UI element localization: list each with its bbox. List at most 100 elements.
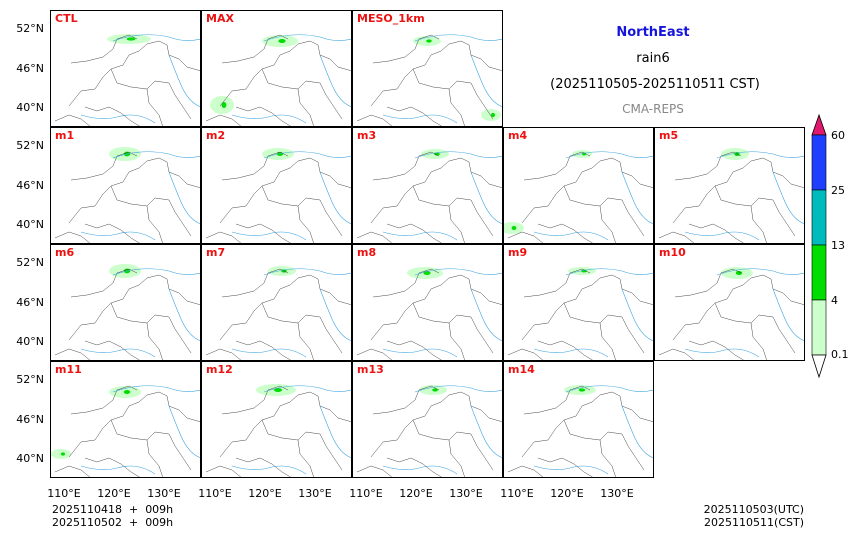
province-border (110, 68, 192, 120)
province-border (84, 340, 140, 360)
river-line (533, 465, 609, 475)
map-panel-m5: m5 (654, 127, 805, 244)
rain-area-moderate (61, 452, 65, 456)
province-border (674, 151, 742, 181)
province-border (507, 348, 544, 360)
province-border (563, 302, 645, 354)
map-panel-m11: m11 (50, 361, 201, 478)
map-panel-m4: m4 (503, 127, 654, 244)
river-line (319, 288, 351, 341)
province-border (448, 439, 465, 477)
province-border (386, 340, 442, 360)
rain-area-moderate (278, 39, 286, 43)
lon-tick-130: 130°E (298, 487, 332, 500)
province-border (523, 268, 591, 298)
region-title: NorthEast (616, 25, 690, 40)
river-line (319, 54, 351, 107)
panel-label: m6 (55, 246, 75, 259)
valid-time-footer: 2025110503(UTC) 2025110511(CST) (692, 503, 804, 529)
province-border (146, 88, 163, 126)
river-line (263, 385, 351, 393)
colorbar-label-0.1: 0.1 (831, 348, 849, 361)
province-border (54, 465, 91, 477)
river-line (533, 231, 609, 241)
lon-tick-110: 110°E (198, 487, 232, 500)
map-canvas (356, 34, 502, 126)
river-line (263, 34, 351, 42)
river-line (231, 465, 307, 475)
map-canvas (54, 147, 200, 243)
panel-label: MESO_1km (357, 12, 425, 25)
river-line (80, 465, 156, 475)
panel-label: m8 (357, 246, 377, 259)
province-border (205, 114, 242, 126)
province-border (370, 391, 502, 458)
province-border (658, 231, 695, 243)
province-border (563, 419, 645, 471)
province-border (297, 205, 314, 243)
province-border (448, 88, 465, 126)
province-border (70, 34, 138, 64)
province-border (537, 223, 593, 243)
river-line (772, 288, 804, 341)
province-border (672, 157, 804, 224)
province-border (84, 223, 140, 243)
rain-area-moderate (426, 39, 432, 43)
panel-label: CTL (55, 12, 78, 25)
river-line (565, 151, 653, 159)
lat-tick-52: 52°N (16, 22, 44, 35)
map-canvas (356, 149, 502, 243)
rain-area-moderate (511, 226, 517, 230)
province-border (54, 348, 91, 360)
province-border (563, 185, 645, 237)
river-line (414, 34, 502, 42)
river-line (382, 465, 458, 475)
map-canvas (507, 385, 653, 477)
panel-label: m12 (206, 363, 233, 376)
river-line (231, 348, 307, 358)
river-line (231, 231, 307, 241)
river-line (80, 348, 156, 358)
lon-tick-120: 120°E (97, 487, 131, 500)
rain-area-moderate (126, 37, 136, 41)
lat-tick-46: 46°N (16, 62, 44, 75)
province-border (219, 40, 351, 107)
colorbar-label-4: 4 (831, 294, 838, 307)
river-line (621, 288, 653, 341)
province-border (110, 185, 192, 237)
panel-label: m14 (508, 363, 535, 376)
map-canvas (356, 385, 502, 477)
valid-cst: 2025110511(CST) (704, 516, 804, 529)
colorbar (811, 113, 827, 379)
province-border (261, 419, 343, 471)
province-border (521, 274, 653, 341)
province-border (372, 34, 440, 64)
lon-tick-110: 110°E (47, 487, 81, 500)
province-border (412, 185, 494, 237)
lon-tick-130: 130°E (147, 487, 181, 500)
panel-label: MAX (206, 12, 234, 25)
river-line (382, 231, 458, 241)
river-line (470, 54, 502, 107)
lat-tick-46: 46°N (16, 296, 44, 309)
map-panel-max: MAX (201, 10, 352, 127)
river-line (716, 268, 804, 276)
province-border (68, 391, 200, 458)
province-border (146, 322, 163, 360)
colorbar-bin-13-25 (811, 189, 827, 246)
province-border (714, 185, 796, 237)
province-border (70, 268, 138, 298)
map-canvas (507, 267, 653, 360)
river-line (414, 268, 502, 276)
province-border (205, 231, 242, 243)
province-border (386, 457, 442, 477)
province-border (523, 385, 591, 415)
province-border (521, 391, 653, 458)
province-border (537, 457, 593, 477)
province-border (386, 223, 442, 243)
province-border (219, 391, 351, 458)
panel-label: m11 (55, 363, 82, 376)
river-line (168, 54, 200, 107)
map-panel-m12: m12 (201, 361, 352, 478)
river-line (168, 405, 200, 458)
